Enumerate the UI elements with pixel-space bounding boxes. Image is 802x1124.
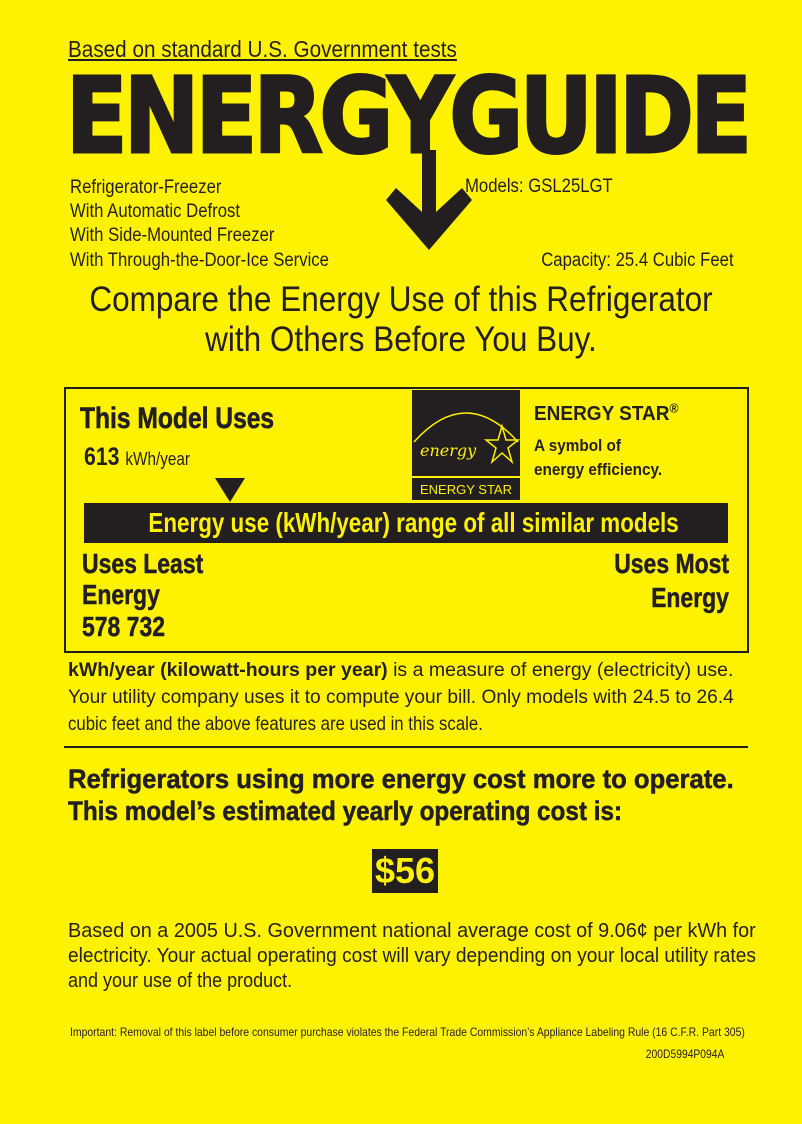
model-number: Models: GSL25LGT (465, 176, 613, 197)
label-code: 200D5994P094A (645, 1047, 724, 1061)
uses-least-label: Uses Least (82, 548, 204, 579)
energy-star-logo: energy ENERGY STAR (412, 390, 520, 500)
registered-mark: ® (669, 400, 679, 416)
cost-heading-1: Refrigerators using more energy cost mor… (68, 764, 734, 795)
yearly-cost: $56 (372, 849, 438, 893)
this-model-uses-title: This Model Uses (80, 402, 275, 435)
uses-most-label-2: Energy (651, 582, 729, 613)
feature-line: With Through-the-Door-Ice Service (70, 250, 329, 271)
energy-star-logo-text: ENERGY STAR (420, 482, 512, 497)
model-usage: 613 kWh/year (84, 443, 190, 473)
range-bar: Energy use (kWh/year) range of all simil… (84, 503, 728, 543)
cost-note: electricity. Your actual operating cost … (68, 945, 756, 967)
energy-star-sub: A symbol of (534, 436, 621, 455)
cost-note: Based on a 2005 U.S. Government national… (68, 920, 756, 942)
explanation-line: cubic feet and the above features are us… (68, 713, 483, 735)
range-label: Energy use (kWh/year) range of all simil… (148, 507, 679, 538)
explanation-line: kWh/year (kilowatt-hours per year) is a … (68, 659, 733, 681)
divider (64, 746, 748, 748)
uses-most-label: Uses Most (614, 548, 729, 579)
capacity: Capacity: 25.4 Cubic Feet (541, 250, 734, 271)
energy-use-box (64, 387, 749, 653)
compare-heading-1: Compare the Energy Use of this Refrigera… (89, 280, 713, 319)
compare-heading-2: with Others Before You Buy. (205, 320, 597, 359)
explanation-text: is a measure of energy (electricity) use… (387, 659, 734, 681)
feature-line: Refrigerator-Freezer (70, 177, 222, 198)
cost-note: and your use of the product. (68, 970, 293, 992)
energy-star-title-text: ENERGY STAR (534, 403, 670, 425)
uses-least-label-2: Energy (82, 579, 160, 610)
feature-line: With Automatic Defrost (70, 201, 241, 222)
removal-warning: Important: Removal of this label before … (70, 1025, 745, 1039)
tests-note: Based on standard U.S. Government tests (68, 36, 457, 62)
energy-star-title: ENERGY STAR® (534, 400, 679, 426)
feature-line: With Side-Mounted Freezer (70, 225, 275, 246)
usage-marker-icon (215, 478, 246, 502)
cost-heading-2: This model’s estimated yearly operating … (68, 796, 623, 827)
usage-value: 613 (84, 443, 120, 471)
range-values: 578 732 (82, 611, 165, 642)
energy-star-sub: energy efficiency. (534, 460, 663, 479)
energy-script: energy (420, 441, 477, 460)
explanation-line: Your utility company uses it to compute … (68, 686, 734, 708)
arrow-down-icon (386, 150, 472, 250)
energyguide-logo: ENERGYGUIDE (65, 55, 753, 177)
kwh-definition: kWh/year (kilowatt-hours per year) (68, 659, 388, 681)
usage-unit: kWh/year (125, 449, 190, 469)
